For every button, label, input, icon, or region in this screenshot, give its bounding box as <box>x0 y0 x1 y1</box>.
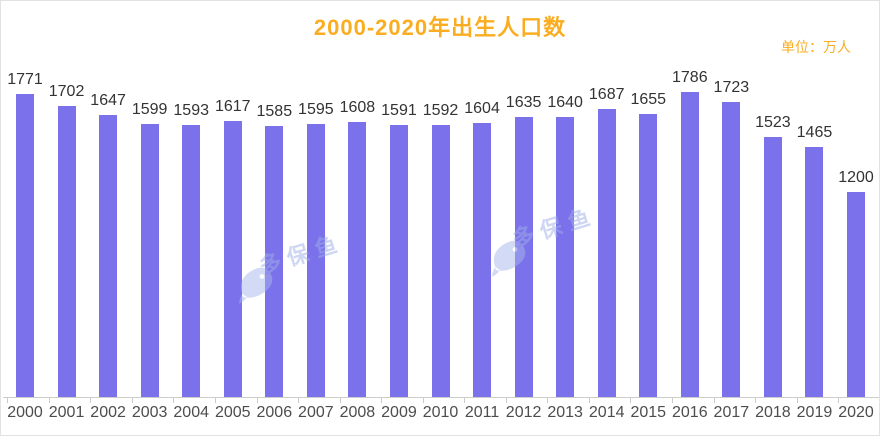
x-axis-label-2011: 2011 <box>464 404 500 421</box>
x-axis-label-2002: 2002 <box>90 404 126 421</box>
bar-2011 <box>473 123 492 398</box>
value-label-2001: 1702 <box>48 83 85 100</box>
x-axis-label-2006: 2006 <box>256 404 293 421</box>
x-axis-tick <box>173 397 175 403</box>
x-axis-label-2008: 2008 <box>339 404 376 421</box>
x-axis-tick <box>547 397 549 403</box>
value-label-2006: 1585 <box>256 103 293 120</box>
x-axis-label-2014: 2014 <box>588 404 625 421</box>
value-label-2015: 1655 <box>630 91 667 108</box>
value-label-2007: 1595 <box>298 101 334 118</box>
bar-2008 <box>348 122 367 398</box>
bar-2003 <box>140 124 159 398</box>
value-label-2002: 1647 <box>90 92 126 109</box>
x-axis-tick <box>48 397 50 403</box>
x-axis-label-2018: 2018 <box>755 404 791 421</box>
x-axis-tick <box>755 397 757 403</box>
bar-2005 <box>223 121 242 398</box>
bar-2019 <box>805 147 824 398</box>
value-label-2016: 1786 <box>672 69 708 86</box>
x-axis-tick <box>672 397 674 403</box>
x-axis-label-2010: 2010 <box>422 404 459 421</box>
x-axis-tick <box>630 397 632 403</box>
value-label-2019: 1465 <box>796 124 833 141</box>
value-label-2017: 1723 <box>713 79 750 96</box>
bar-2014 <box>597 109 616 398</box>
bar-2007 <box>306 124 325 398</box>
x-axis-label-2000: 2000 <box>7 404 43 421</box>
x-axis-tick <box>796 397 798 403</box>
bar-2000 <box>16 94 34 398</box>
value-label-2014: 1687 <box>588 86 625 103</box>
bar-2006 <box>265 126 284 398</box>
bar-2004 <box>182 125 201 398</box>
bar-2013 <box>556 117 575 398</box>
x-axis-label-2009: 2009 <box>381 404 417 421</box>
value-label-2013: 1640 <box>547 94 583 111</box>
bar-2018 <box>763 137 782 398</box>
x-axis-tick <box>713 397 715 403</box>
x-axis-label-2004: 2004 <box>173 404 209 421</box>
x-axis-label-2017: 2017 <box>713 404 750 421</box>
value-label-2000: 1771 <box>7 71 43 88</box>
value-label-2018: 1523 <box>755 114 791 131</box>
value-label-2020: 1200 <box>838 169 874 186</box>
x-axis-label-2019: 2019 <box>796 404 833 421</box>
bar-2015 <box>639 114 658 398</box>
value-label-2011: 1604 <box>464 100 500 117</box>
value-label-2004: 1593 <box>173 102 209 119</box>
x-axis-label-2007: 2007 <box>298 404 334 421</box>
x-axis-tick <box>131 397 133 403</box>
value-label-2009: 1591 <box>381 102 417 119</box>
x-axis-label-2016: 2016 <box>672 404 708 421</box>
x-axis-tick <box>422 397 424 403</box>
x-axis-tick <box>298 397 300 403</box>
x-axis-label-2001: 2001 <box>48 404 85 421</box>
x-axis-tick <box>214 397 216 403</box>
value-label-2005: 1617 <box>214 98 251 115</box>
x-axis-tick <box>505 397 507 403</box>
x-axis-tick <box>339 397 341 403</box>
bar-2020 <box>847 192 865 398</box>
x-axis-tick <box>90 397 92 403</box>
x-axis-tick <box>256 397 258 403</box>
watermark: 多保鱼 <box>234 223 359 304</box>
x-axis-tick <box>7 397 9 403</box>
value-label-2012: 1635 <box>505 94 542 111</box>
unit-label: 单位：万人 <box>781 39 851 55</box>
bar-2009 <box>389 125 408 398</box>
x-axis-tick <box>588 397 590 403</box>
value-label-2010: 1592 <box>422 102 459 119</box>
x-axis-line <box>3 397 879 398</box>
x-axis-label-2012: 2012 <box>505 404 542 421</box>
x-axis-label-2013: 2013 <box>547 404 583 421</box>
bar-2016 <box>680 92 699 398</box>
bar-2002 <box>99 115 118 398</box>
x-axis-tick <box>464 397 466 403</box>
bar-2010 <box>431 125 450 398</box>
value-label-2003: 1599 <box>131 101 168 118</box>
value-label-2008: 1608 <box>339 99 376 116</box>
bar-2001 <box>57 106 76 398</box>
chart-title: 2000-2020年出生人口数 <box>313 15 567 40</box>
x-axis-label-2015: 2015 <box>630 404 667 421</box>
x-axis-tick <box>381 397 383 403</box>
bar-2017 <box>722 102 741 398</box>
bar-2012 <box>514 117 533 398</box>
x-axis-tick <box>838 397 840 403</box>
x-axis-label-2020: 2020 <box>838 404 874 421</box>
x-axis-label-2005: 2005 <box>214 404 251 421</box>
watermark: 多保鱼 <box>487 196 612 277</box>
x-axis-label-2003: 2003 <box>131 404 168 421</box>
